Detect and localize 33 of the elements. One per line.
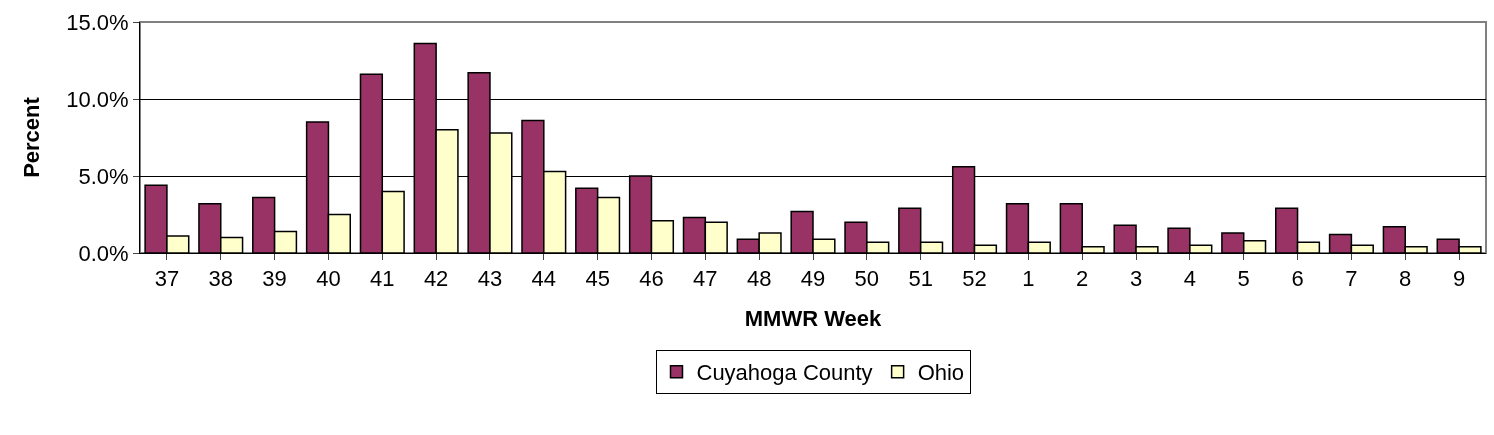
x-tick-label: 9 — [1452, 266, 1466, 292]
x-tick-label: 43 — [477, 266, 503, 292]
x-tick-label: 49 — [800, 266, 826, 292]
x-tick-label: 37 — [154, 266, 180, 292]
y-tick-label: 10.0% — [66, 86, 129, 112]
x-tick-label: 5 — [1237, 266, 1250, 292]
x-tick-label: 4 — [1183, 266, 1197, 292]
y-tick-label: 5.0% — [78, 163, 129, 189]
x-tick-label: 3 — [1129, 266, 1143, 292]
legend-label: Cuyahoga County — [696, 360, 873, 386]
x-tick-label: 51 — [908, 266, 933, 292]
x-tick-label: 50 — [854, 266, 880, 292]
x-tick-label: 45 — [585, 266, 610, 292]
x-tick-label: 1 — [1022, 266, 1035, 292]
x-tick-label: 42 — [423, 266, 449, 292]
x-tick-label: 7 — [1345, 266, 1358, 292]
legend-label: Ohio — [917, 360, 965, 386]
x-tick-label: 38 — [208, 266, 233, 292]
x-tick-label: 52 — [962, 266, 987, 292]
x-tick-label: 8 — [1399, 266, 1412, 292]
y-tick-label: 0.0% — [78, 240, 129, 266]
x-tick-label: 6 — [1291, 266, 1304, 292]
y-tick-label: 15.0% — [66, 9, 129, 35]
x-tick-label: 46 — [639, 266, 664, 292]
x-tick-label: 2 — [1076, 266, 1089, 292]
x-axis-title: MMWR Week — [744, 306, 882, 332]
x-tick-label: 41 — [370, 266, 395, 292]
y-axis-title: Percent — [19, 96, 45, 178]
x-tick-label: 44 — [531, 266, 557, 292]
x-tick-label: 47 — [693, 266, 718, 292]
x-tick-label: 48 — [746, 266, 772, 292]
x-tick-label: 39 — [262, 266, 287, 292]
x-tick-label: 40 — [316, 266, 341, 292]
